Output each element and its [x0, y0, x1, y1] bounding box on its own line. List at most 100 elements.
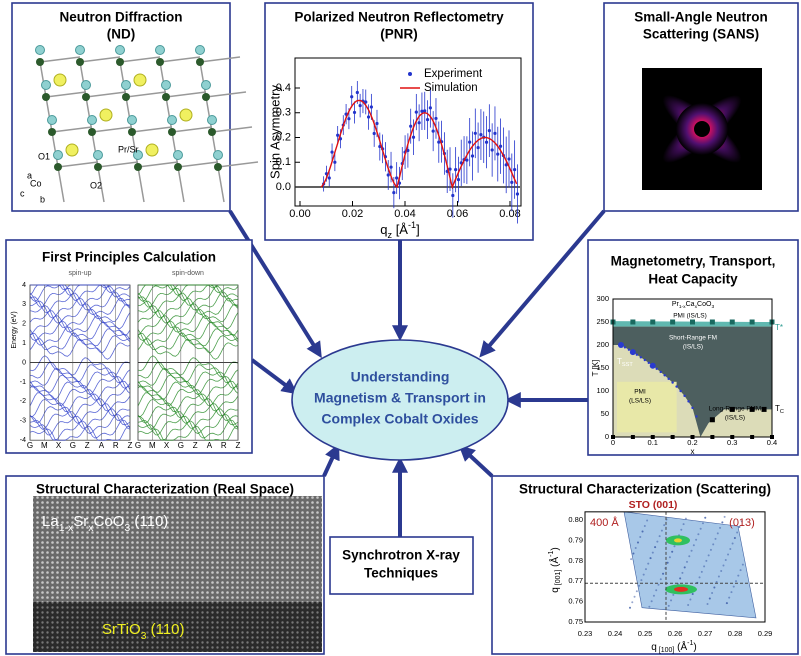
oxygen — [116, 46, 125, 55]
cobalt — [128, 128, 136, 136]
point — [451, 194, 454, 197]
film-image — [33, 496, 322, 602]
tstar-point — [630, 320, 635, 325]
point — [375, 122, 378, 125]
point — [353, 111, 356, 114]
point — [426, 118, 429, 121]
pr-sr — [146, 144, 158, 156]
substrate-label-part: SrTiO — [102, 621, 141, 638]
subpanel-label: spin-up — [69, 270, 92, 277]
x-tick-label: M — [41, 441, 48, 450]
speckle — [711, 592, 713, 594]
speckle — [651, 600, 653, 602]
x-axis-label-part: (Å — [674, 640, 687, 653]
point — [333, 161, 336, 164]
tc-point — [762, 407, 767, 412]
y-tick-label: 0.79 — [568, 535, 583, 544]
tsst-point — [679, 390, 681, 392]
speckle — [658, 584, 660, 586]
point — [454, 168, 457, 171]
x-axis-label: x — [691, 447, 695, 456]
film-label-part: La — [42, 513, 59, 530]
speckle — [648, 606, 650, 608]
nd-label: O2 — [90, 180, 102, 190]
cobalt — [174, 163, 182, 171]
point — [387, 173, 390, 176]
tsst-point — [624, 346, 626, 348]
speckle — [705, 560, 707, 562]
speckle — [742, 564, 744, 566]
tc-label-part: C — [780, 409, 784, 415]
x-tick-label: A — [207, 441, 213, 450]
tsst-point — [660, 371, 662, 373]
speckle — [722, 564, 724, 566]
tsst-point — [628, 349, 630, 351]
speckle — [630, 558, 632, 560]
point — [499, 145, 502, 148]
tstar-point — [730, 320, 735, 325]
speckle — [654, 546, 656, 548]
tsst-point — [656, 368, 658, 370]
y-tick-label: 2 — [22, 321, 26, 328]
tsst-point — [636, 354, 638, 356]
tsst-point — [650, 363, 656, 369]
x-tick-label: X — [164, 441, 170, 450]
tstar-point — [710, 320, 715, 325]
film-label-part: CoO — [94, 513, 125, 530]
point — [328, 176, 331, 179]
speckle — [713, 587, 715, 589]
speckle — [663, 524, 665, 526]
scat-header: STO (001) — [629, 499, 678, 511]
point — [330, 150, 333, 153]
speckle — [688, 555, 690, 557]
region-label: PMI — [634, 389, 646, 396]
speckle — [729, 548, 731, 550]
point — [465, 159, 468, 162]
y-tick-label: 0.76 — [568, 597, 583, 606]
oxygen — [208, 116, 217, 125]
point — [418, 121, 421, 124]
point — [389, 166, 392, 169]
cobalt — [88, 128, 96, 136]
oxygen — [162, 81, 171, 90]
x-tick-label: G — [70, 441, 76, 450]
speckle — [632, 553, 634, 555]
speckle — [692, 593, 694, 595]
y-axis-label-part: ) — [550, 547, 561, 550]
diagram: UnderstandingMagnetism & Transport inCom… — [0, 0, 801, 656]
speckle — [740, 569, 742, 571]
oxygen — [196, 46, 205, 55]
x-axis-label-part: ] — [416, 222, 420, 237]
point — [507, 157, 510, 160]
speckle — [680, 529, 682, 531]
center-text: Complex Cobalt Oxides — [321, 411, 478, 427]
speckle — [717, 532, 719, 534]
oxygen — [36, 46, 45, 55]
panel-title: (ND) — [107, 27, 136, 42]
y-tick-label: 0.0 — [276, 181, 291, 193]
speckle — [695, 539, 697, 541]
speckle — [700, 528, 702, 530]
speckle — [710, 549, 712, 551]
pmi-ls — [617, 382, 677, 433]
panel-title: Polarized Neutron Reflectometry — [294, 10, 504, 25]
peak-core — [674, 587, 688, 592]
tsst-point — [663, 374, 665, 376]
speckle — [687, 604, 689, 606]
y-axis-label: Spin Asymmetry — [267, 85, 282, 179]
x-tick-label: Z — [128, 441, 133, 450]
point — [412, 136, 415, 139]
peak-core — [674, 538, 682, 542]
film-label-part: Sr — [73, 513, 88, 530]
x-tick-label: 0.06 — [447, 208, 468, 220]
oxygen — [156, 46, 165, 55]
speckle — [737, 575, 739, 577]
x-tick-label: 0.3 — [727, 438, 737, 447]
x-tick-label: 0.04 — [394, 208, 415, 220]
x-tick-label: 0.24 — [608, 629, 623, 638]
speckle — [629, 607, 631, 609]
y-tick-label: -2 — [20, 398, 26, 405]
point — [493, 132, 496, 135]
speckle — [733, 586, 735, 588]
pr-sr — [134, 74, 146, 86]
